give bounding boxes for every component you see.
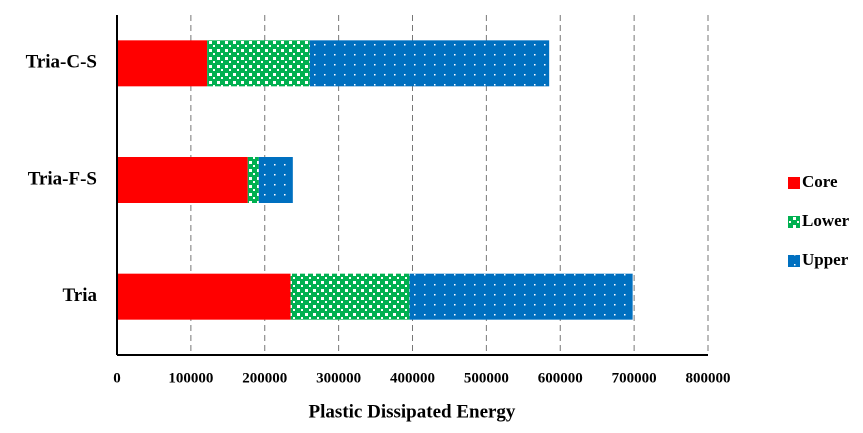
x-tick-label: 700000: [612, 370, 657, 386]
legend-swatch: [788, 255, 800, 267]
x-tick-label: 0: [113, 370, 121, 386]
legend-swatch: [788, 216, 800, 228]
bar-segment: [247, 157, 259, 203]
y-tick-label: Tria-F-S: [28, 168, 97, 189]
bar-segment: [207, 40, 310, 87]
bar-segment: [309, 40, 550, 87]
x-tick-label: 800000: [686, 370, 731, 386]
x-tick-label: 200000: [242, 370, 287, 386]
x-tick-label: 600000: [538, 370, 583, 386]
legend-label: Upper: [802, 250, 849, 269]
bar-segment: [117, 273, 291, 320]
x-tick-label: 400000: [390, 370, 435, 386]
bar-segment: [117, 40, 208, 87]
x-tick-label: 500000: [464, 370, 509, 386]
x-tick-label: 300000: [316, 370, 361, 386]
legend-label: Lower: [802, 211, 850, 230]
bar-segment: [117, 157, 248, 203]
legend-label: Core: [802, 172, 838, 191]
x-tick-label: 100000: [168, 370, 213, 386]
x-axis-title: Plastic Dissipated Energy: [309, 401, 516, 422]
bar-segment: [409, 273, 633, 320]
bar-segment: [290, 273, 410, 320]
bar-segment: [258, 157, 293, 203]
y-tick-label: Tria-C-S: [26, 52, 97, 73]
y-tick-label: Tria: [63, 285, 98, 306]
legend-swatch: [788, 177, 800, 189]
